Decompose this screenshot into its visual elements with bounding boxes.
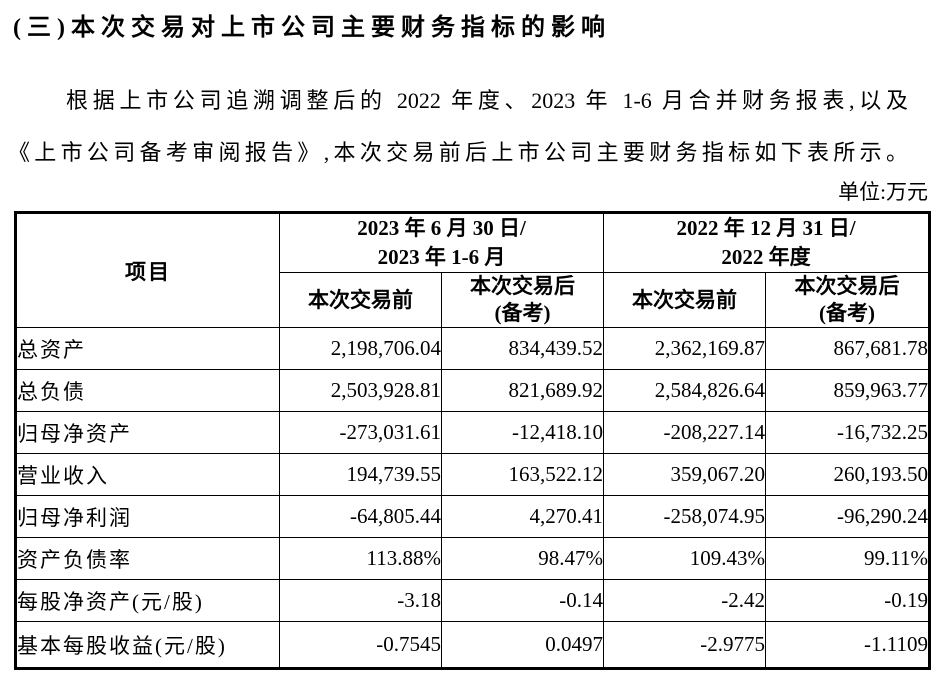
cell-value: 194,739.55 [279, 453, 442, 496]
col-header-2023-pre: 本次交易前 [279, 272, 442, 328]
paragraph-line-2: 《上市公司备考审阅报告》,本次交易前后上市公司主要财务指标如下表所示。 [8, 140, 908, 165]
row-label: 总资产 [15, 327, 280, 370]
cell-value: -0.7545 [279, 621, 442, 669]
cell-value: 2,198,706.04 [279, 327, 442, 370]
cell-value: 859,963.77 [765, 369, 930, 412]
table-row-total-liabilities: 总负债 2,503,928.81 821,689.92 2,584,826.64… [15, 369, 930, 412]
paragraph-line-1: 根据上市公司追溯调整后的 2022 年度、2023 年 1-6 月合并财务报表,… [66, 88, 908, 113]
cell-value: -16,732.25 [765, 411, 930, 454]
cell-value: 2,584,826.64 [603, 369, 766, 412]
cell-value: 109.43% [603, 537, 766, 580]
col-header-2022-pre: 本次交易前 [603, 272, 766, 328]
cell-value: 359,067.20 [603, 453, 766, 496]
cell-value: -3.18 [279, 579, 442, 622]
cell-value: -96,290.24 [765, 495, 930, 538]
unit-label: 单位:万元 [838, 180, 928, 204]
row-label: 归母净利润 [15, 495, 280, 538]
table-row-eps: 基本每股收益(元/股) -0.7545 0.0497 -2.9775 -1.11… [15, 621, 930, 669]
table-row-net-assets: 归母净资产 -273,031.61 -12,418.10 -208,227.14… [15, 411, 930, 454]
cell-value: -64,805.44 [279, 495, 442, 538]
col-group-2022: 2022 年 12 月 31 日/ 2022 年度 [603, 212, 930, 273]
financial-indicators-table: 项目 2023 年 6 月 30 日/ 2023 年 1-6 月 2022 年 … [14, 211, 931, 670]
table-row-net-assets-per-share: 每股净资产(元/股) -3.18 -0.14 -2.42 -0.19 [15, 579, 930, 622]
col-header-2023-post: 本次交易后 (备考) [441, 272, 604, 328]
cell-value: 2,362,169.87 [603, 327, 766, 370]
col-header-2022-post: 本次交易后 (备考) [765, 272, 930, 328]
cell-value: 260,193.50 [765, 453, 930, 496]
cell-value: 163,522.12 [441, 453, 604, 496]
cell-value: 2,503,928.81 [279, 369, 442, 412]
col-group-2023: 2023 年 6 月 30 日/ 2023 年 1-6 月 [279, 212, 604, 273]
cell-value: -258,074.95 [603, 495, 766, 538]
cell-value: -208,227.14 [603, 411, 766, 454]
document-page: (三)本次交易对上市公司主要财务指标的影响 根据上市公司追溯调整后的 2022 … [0, 12, 942, 680]
cell-value: 834,439.52 [441, 327, 604, 370]
section-heading: (三)本次交易对上市公司主要财务指标的影响 [13, 15, 611, 41]
cell-value: -0.14 [441, 579, 604, 622]
cell-value: -2.9775 [603, 621, 766, 669]
cell-value: 821,689.92 [441, 369, 604, 412]
table-row-revenue: 营业收入 194,739.55 163,522.12 359,067.20 26… [15, 453, 930, 496]
cell-value: -1.1109 [765, 621, 930, 669]
intro-paragraph: 根据上市公司追溯调整后的 2022 年度、2023 年 1-6 月合并财务报表,… [8, 75, 908, 179]
row-label: 基本每股收益(元/股) [15, 621, 280, 669]
cell-value: -2.42 [603, 579, 766, 622]
header-sub-row: 本次交易前 本次交易后 (备考) 本次交易前 本次交易后 (备考) [16, 272, 930, 328]
col-header-item: 项目 [15, 212, 280, 328]
cell-value: 99.11% [765, 537, 930, 580]
table-row-net-profit: 归母净利润 -64,805.44 4,270.41 -258,074.95 -9… [15, 495, 930, 538]
row-label: 归母净资产 [15, 411, 280, 454]
row-label: 资产负债率 [15, 537, 280, 580]
cell-value: 4,270.41 [441, 495, 604, 538]
cell-value: -12,418.10 [441, 411, 604, 454]
row-label: 营业收入 [15, 453, 280, 496]
cell-value: 98.47% [441, 537, 604, 580]
cell-value: 113.88% [279, 537, 442, 580]
cell-value: 0.0497 [441, 621, 604, 669]
row-label: 总负债 [15, 369, 280, 412]
table-row-debt-ratio: 资产负债率 113.88% 98.47% 109.43% 99.11% [15, 537, 930, 580]
cell-value: -0.19 [765, 579, 930, 622]
cell-value: 867,681.78 [765, 327, 930, 370]
table-row-total-assets: 总资产 2,198,706.04 834,439.52 2,362,169.87… [15, 327, 930, 370]
header-group-row: 项目 2023 年 6 月 30 日/ 2023 年 1-6 月 2022 年 … [15, 212, 930, 328]
cell-value: -273,031.61 [279, 411, 442, 454]
row-label: 每股净资产(元/股) [15, 579, 280, 622]
